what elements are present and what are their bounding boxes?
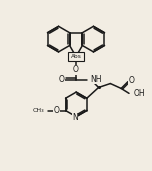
Text: O: O	[129, 76, 134, 85]
Text: N: N	[72, 113, 78, 122]
Text: O: O	[58, 75, 64, 84]
Text: NH: NH	[91, 75, 102, 84]
Text: O: O	[54, 106, 60, 115]
Text: O: O	[73, 65, 79, 74]
Text: CH₃: CH₃	[32, 108, 44, 113]
Text: OH: OH	[134, 89, 146, 98]
FancyBboxPatch shape	[68, 52, 84, 61]
Text: Abs: Abs	[71, 54, 81, 59]
